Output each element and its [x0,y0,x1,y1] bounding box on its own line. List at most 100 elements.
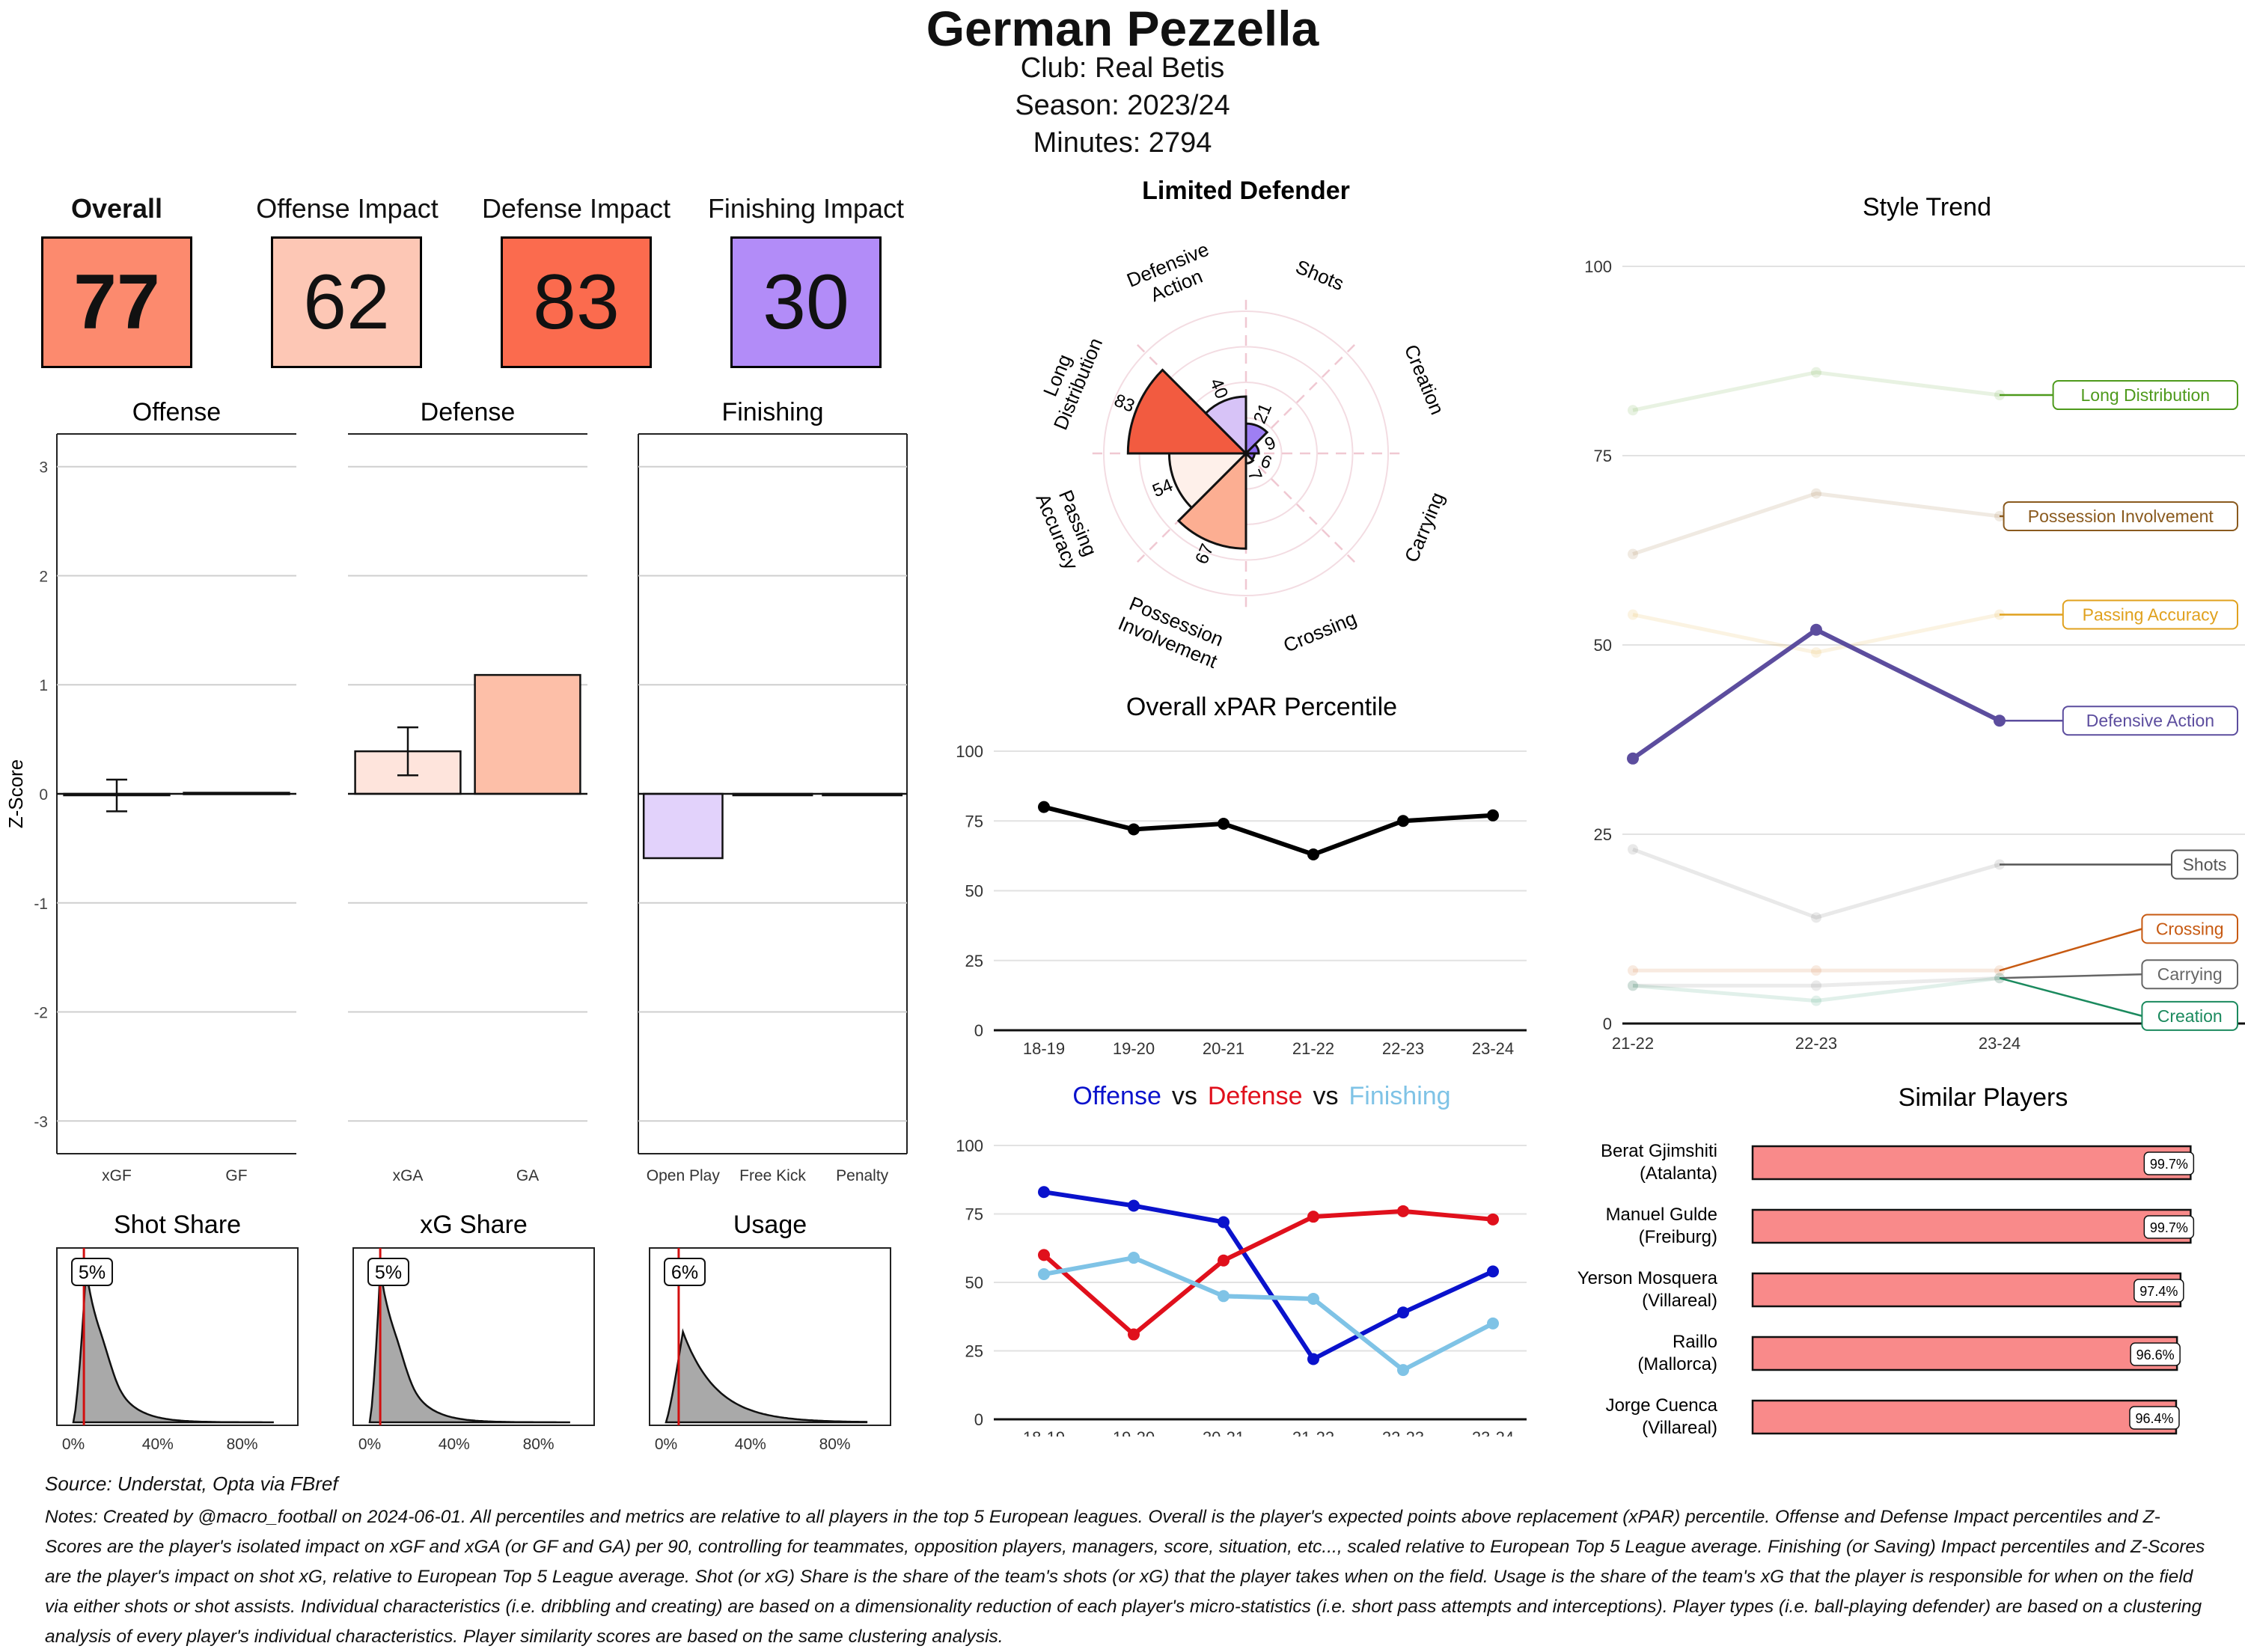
series-point [1397,1306,1409,1319]
y-tick-label: -3 [34,1113,48,1131]
radar-value-label: 83 [1111,391,1137,417]
x-tick-label: 22-23 [1382,1428,1424,1437]
panel-frame [56,1247,299,1426]
x-tick-label: xGF [102,1167,132,1184]
style-point [1811,488,1821,499]
x-tick-label: Penalty [836,1167,889,1184]
style-label: Crossing [2156,920,2224,939]
similar-player-club: (Mallorca) [1637,1354,1717,1374]
x-tick-label: 19-20 [1113,1428,1155,1437]
title-part: Offense [1072,1082,1161,1110]
series-point [1487,1317,1499,1330]
x-tick-label: 21-22 [1292,1039,1334,1058]
y-tick-label: 1 [39,677,48,694]
y-tick-label: 0 [974,1021,983,1040]
style-label: Carrying [2157,964,2223,984]
title-part: vs [1172,1082,1197,1110]
xpar-point [1487,809,1499,822]
radar-value-label: 21 [1250,400,1276,426]
offense-impact-card-value: 62 [271,236,422,368]
style-point [1811,965,1821,976]
style-trend-chart: Style Trend 0 25 50 75 100 21-22 22-23 23-24 Long… [1584,193,2245,1053]
style-point [1628,980,1638,991]
series-point [1397,1205,1409,1217]
x-tick-label: 40% [439,1436,470,1453]
radar-wedge [1167,452,1249,510]
xpar-point [1218,817,1230,830]
similar-player-club: (Freiburg) [1639,1227,1717,1247]
panel-title: Shot Share [114,1211,241,1239]
radar-category-label: Shots [1292,255,1347,295]
style-label-box [2141,959,2239,990]
x-tick-label: 20-21 [1203,1039,1244,1058]
defense-impact-card-value: 83 [501,236,652,368]
x-tick-label: 80% [523,1436,555,1453]
x-tick-label: GF [225,1167,247,1184]
series-line-finishing [1043,1255,1494,1373]
similar-player-name: Jorge Cuenca [1606,1395,1718,1416]
y-tick-label: 50 [965,882,983,901]
similar-player-bar [1751,1272,2182,1308]
x-tick-label: Free Kick [739,1167,806,1184]
radar-wedge [1204,395,1247,456]
radar-wedge [1243,442,1260,455]
y-tick-label: 50 [965,1273,983,1292]
y-tick-label: 75 [965,1205,983,1224]
x-tick-label: 20-21 [1203,1428,1244,1437]
radar-value-label: 40 [1206,376,1232,402]
radar-category-label: Creation [1400,341,1449,417]
style-label-connector [1999,928,2142,972]
density-curve [665,1328,868,1424]
marker-label-box [367,1258,409,1286]
similar-value-label: 97.4% [2139,1284,2178,1299]
similar-value-box [2130,1342,2181,1366]
series-point [1307,1353,1319,1365]
radar-value-label: 67 [1191,541,1218,567]
x-tick-label: 23-24 [1472,1039,1514,1058]
marker-label-box [71,1258,113,1286]
similar-player-bar [1751,1336,2178,1371]
y-axis-label: Z-Score [4,759,27,828]
y-tick-label: 25 [965,952,983,970]
x-tick-label: 23-24 [1472,1428,1514,1437]
y-tick-label: -2 [34,1005,48,1022]
series-point [1397,1364,1409,1377]
finishing-impact-card-title: Finishing Impact [707,193,905,224]
y-tick-label: 0 [39,786,48,804]
xpar-point [1397,815,1409,827]
x-tick-label: 80% [227,1436,258,1453]
style-line-possession-involvement [1632,492,2000,556]
similar-value-box [2143,1151,2195,1175]
style-label-box [2003,501,2238,531]
style-line-long-distribution [1632,370,2000,412]
radar-category-word: Carrying [1400,489,1449,566]
xpar-line [1043,804,1494,857]
similar-value-box [2133,1279,2184,1303]
style-point [1628,980,1638,991]
similar-player-name: Berat Gjimshiti [1601,1141,1717,1161]
zscore-bar [474,673,581,795]
style-label-box [2141,1000,2239,1031]
x-tick-label: 0% [358,1436,381,1453]
density-curve [368,1269,570,1424]
player-name: German Pezzella [926,1,1319,56]
x-tick-label: Open Play [647,1167,721,1184]
y-tick-label: 100 [956,742,983,761]
style-label: Long Distribution [2080,385,2210,405]
x-tick-label: xGA [393,1167,424,1184]
radar-ring [1103,310,1389,596]
y-tick-label: 100 [1584,257,1612,276]
zscore-bar-charts: Z-Score 3 2 1 0 -1 -2 -3 Offense xGF GF Defense xGA G… [4,398,908,1184]
style-point [1811,912,1821,923]
y-tick-label: 25 [965,1342,983,1361]
style-label-connector [1999,973,2142,979]
x-tick-label: 22-23 [1795,1034,1837,1053]
similar-value-label: 96.4% [2135,1411,2173,1426]
xpar-point [1307,848,1319,861]
offense-defense-finishing-chart: Offense vs Defense vs Finishing 0 25 50 75 100 18-… [956,1082,1527,1437]
overall-card-value: 77 [41,236,192,368]
series-line-defense [1042,1208,1494,1338]
series-point [1307,1211,1319,1223]
